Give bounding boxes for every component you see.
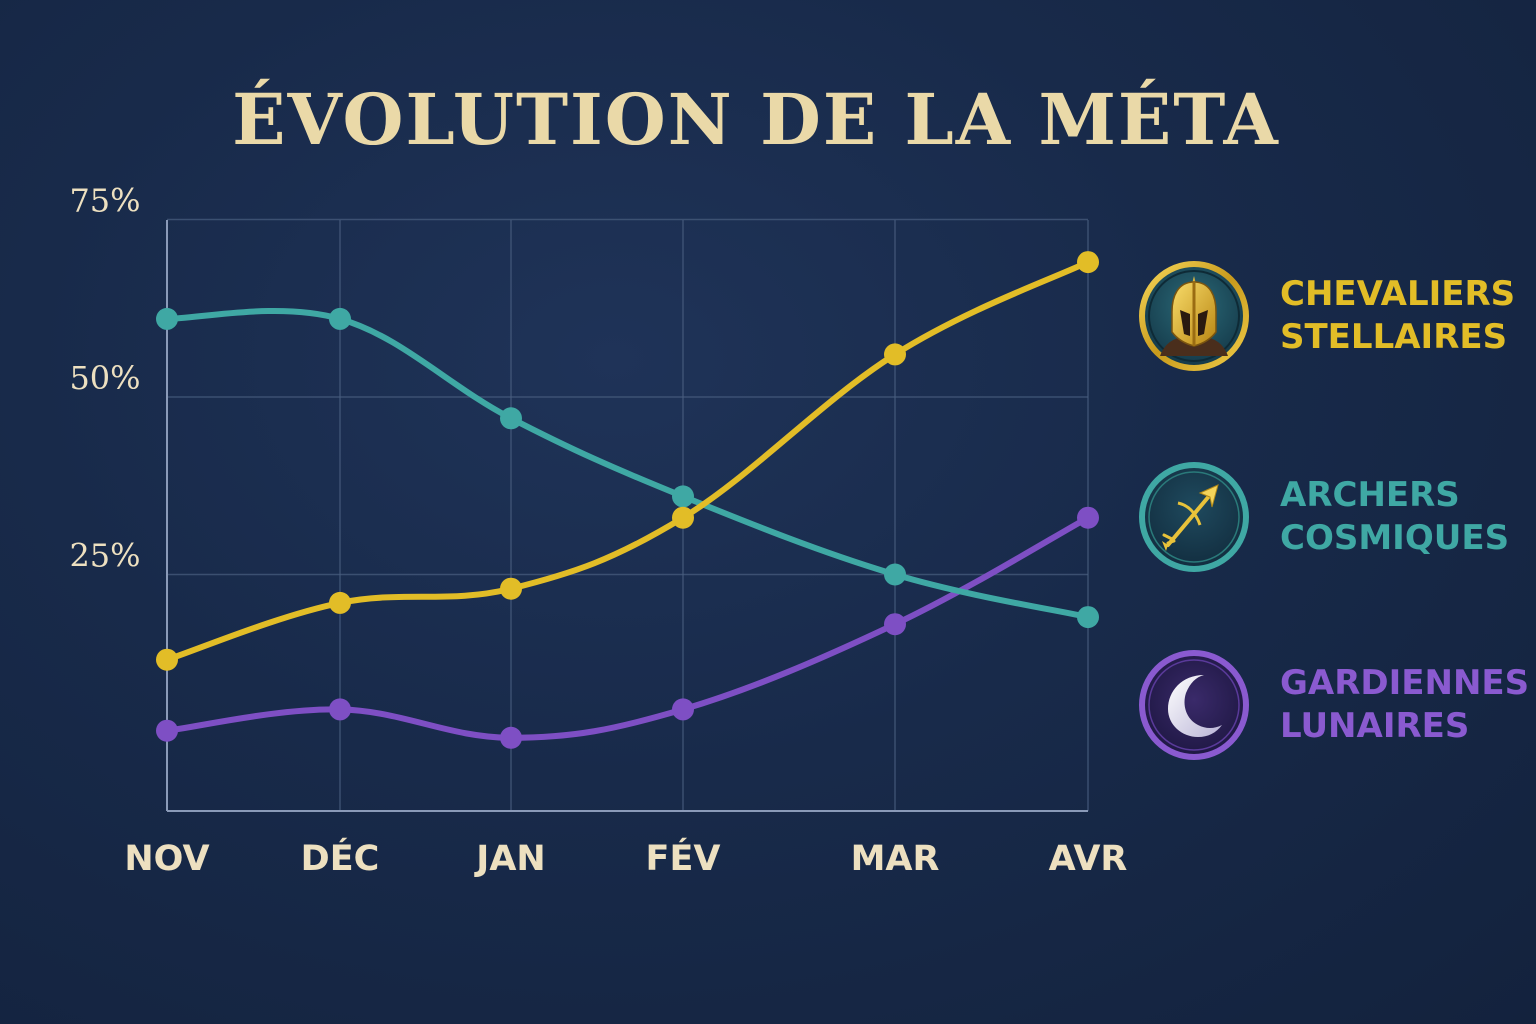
data-point (156, 719, 178, 742)
legend-label-line: COSMIQUES (1280, 518, 1510, 558)
series-2 (156, 307, 1099, 629)
legend-label: ARCHERS COSMIQUES (1280, 474, 1509, 560)
data-point (500, 726, 522, 749)
legend-item-gardiennes-lunaires: GARDIENNES LUNAIRES (1138, 647, 1536, 763)
helmet-icon (1139, 261, 1249, 371)
series-3 (156, 506, 1099, 749)
data-point (884, 613, 906, 636)
x-tick-label: DÉC (301, 837, 380, 879)
legend-label: CHEVALIERS STELLAIRES (1280, 273, 1515, 359)
data-point (884, 343, 906, 366)
data-point (500, 577, 522, 600)
x-tick-label: FÉV (646, 837, 721, 879)
data-point (672, 698, 694, 721)
legend-label-line: ARCHERS (1280, 475, 1460, 515)
series-line (164, 259, 1091, 663)
data-point (156, 307, 178, 330)
data-point (1077, 606, 1099, 629)
series-1 (156, 251, 1099, 671)
data-point (672, 485, 694, 508)
data-point (329, 698, 351, 721)
chart-title: ÉVOLUTION DE LA MÉTA (232, 78, 1280, 161)
axis-ticks: 75% 50% 25% NOV DÉC JAN FÉV MAR AVR (69, 182, 1127, 880)
series-lines (156, 251, 1099, 749)
data-point (1077, 506, 1099, 529)
y-tick-label: 50% (69, 359, 140, 397)
data-point (329, 591, 351, 614)
legend-label-line: GARDIENNES (1280, 663, 1530, 703)
arrow-icon (1139, 462, 1249, 572)
data-point (500, 407, 522, 430)
legend-label-line: STELLAIRES (1280, 317, 1508, 357)
legend-label-line: LUNAIRES (1280, 706, 1470, 746)
series-line (164, 514, 1091, 741)
legend-item-chevaliers-stellaires: CHEVALIERS STELLAIRES (1138, 258, 1536, 374)
series-line (164, 307, 1091, 621)
x-tick-label: NOV (124, 839, 209, 879)
x-tick-label: AVR (1049, 839, 1128, 879)
x-tick-label: MAR (851, 839, 940, 879)
legend-label-line: CHEVALIERS (1280, 274, 1516, 314)
data-point (1077, 251, 1099, 274)
data-point (672, 506, 694, 529)
legend-item-archers-cosmiques: ARCHERS COSMIQUES (1138, 459, 1536, 575)
legend-label: GARDIENNES LUNAIRES (1280, 662, 1529, 748)
y-tick-label: 75% (69, 182, 140, 220)
data-point (329, 307, 351, 330)
data-point (884, 563, 906, 586)
crescent-moon-icon (1139, 650, 1249, 760)
data-point (156, 648, 178, 671)
x-tick-label: JAN (474, 839, 545, 879)
y-tick-label: 25% (69, 537, 140, 575)
